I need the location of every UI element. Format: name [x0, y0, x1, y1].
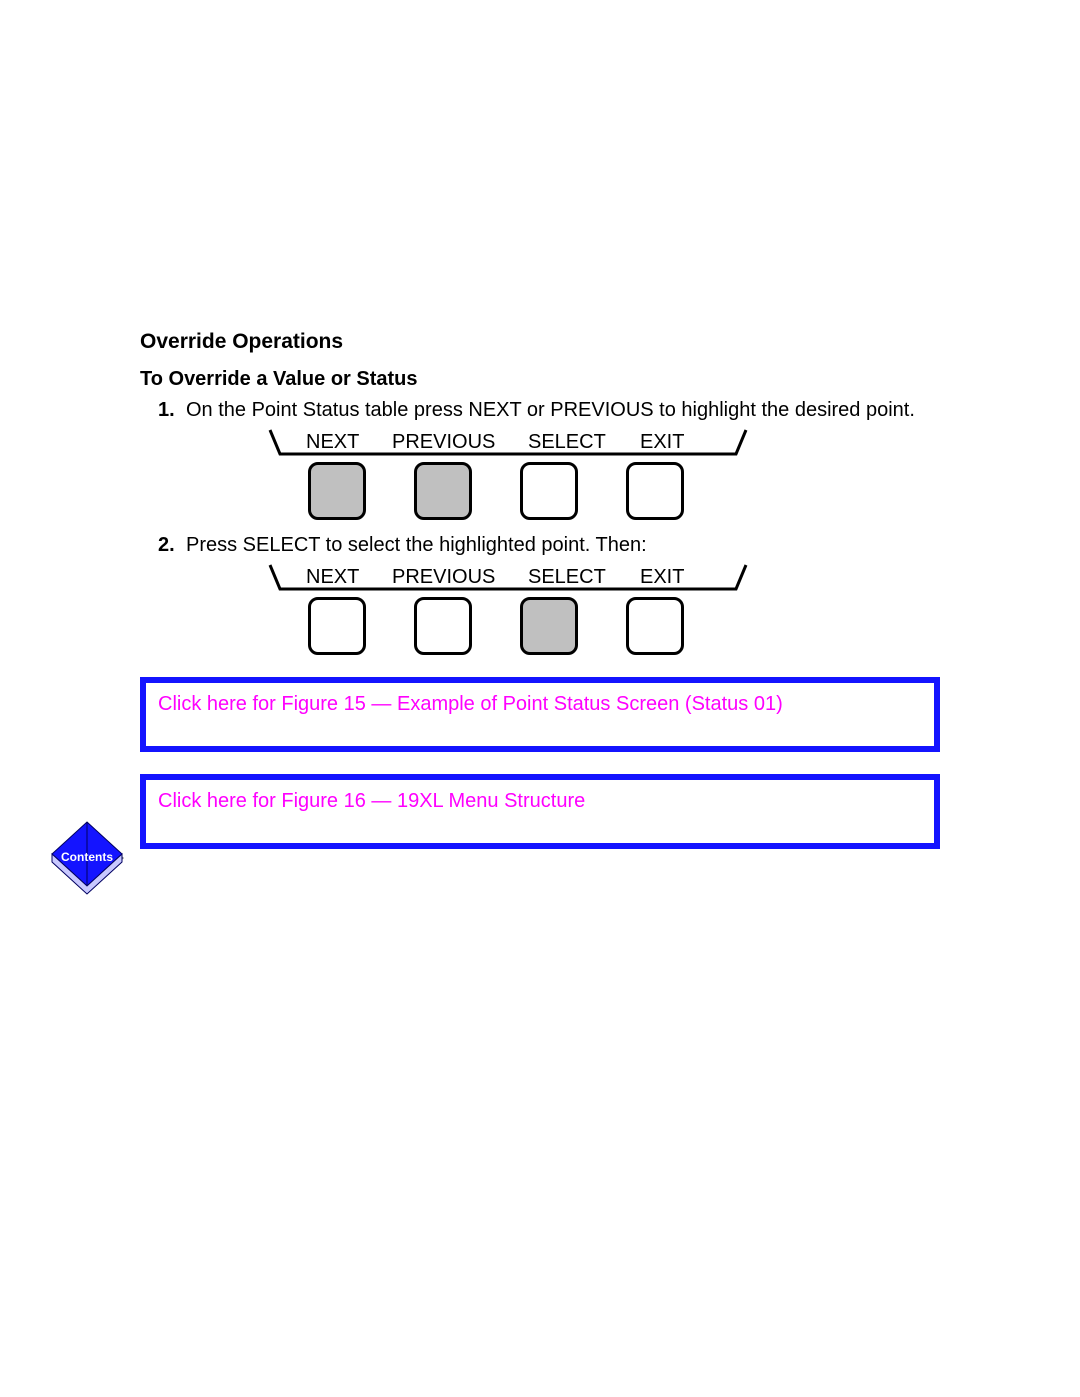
panel-2-label-exit: EXIT [640, 566, 684, 588]
panel-2-button-select [520, 597, 578, 655]
panel-1-button-exit [626, 462, 684, 520]
figure-16-link-box[interactable]: Click here for Figure 16 — 19XL Menu Str… [140, 774, 940, 849]
contents-badge-label: Contents [61, 850, 113, 864]
button-panel-2: NEXT PREVIOUS SELECT EXIT [260, 563, 940, 655]
panel-1-label-select: SELECT [528, 431, 606, 453]
figure-15-link-text: Click here for Figure 15 — Example of Po… [158, 693, 783, 715]
panel-2-button-previous [414, 597, 472, 655]
panel-1-button-next [308, 462, 366, 520]
panel-1-label-previous: PREVIOUS [392, 431, 495, 453]
button-panel-1: NEXT PREVIOUS SELECT EXIT [260, 428, 940, 520]
step-2-text: Press SELECT to select the highlighted p… [186, 534, 647, 557]
contents-badge[interactable]: Contents [44, 818, 130, 904]
page-subheading: To Override a Value or Status [140, 368, 940, 391]
book-icon: Contents [44, 818, 130, 904]
step-2: 2. Press SELECT to select the highlighte… [158, 534, 940, 557]
panel-1-button-select [520, 462, 578, 520]
step-2-number: 2. [158, 534, 180, 557]
panel-2-button-exit [626, 597, 684, 655]
panel-1-button-previous [414, 462, 472, 520]
step-1-number: 1. [158, 399, 180, 422]
step-1: 1. On the Point Status table press NEXT … [158, 399, 940, 422]
panel-2-label-previous: PREVIOUS [392, 566, 495, 588]
figure-16-link-text: Click here for Figure 16 — 19XL Menu Str… [158, 790, 585, 812]
step-1-text: On the Point Status table press NEXT or … [186, 399, 915, 422]
panel-1-labels: NEXT PREVIOUS SELECT EXIT [260, 428, 940, 458]
document-content: Override Operations To Override a Value … [140, 330, 940, 849]
panel-2-button-next [308, 597, 366, 655]
panel-1-label-exit: EXIT [640, 431, 684, 453]
panel-1-buttons [308, 462, 940, 520]
panel-2-labels: NEXT PREVIOUS SELECT EXIT [260, 563, 940, 593]
panel-2-label-next: NEXT [306, 566, 359, 588]
panel-1-label-next: NEXT [306, 431, 359, 453]
figure-15-link-box[interactable]: Click here for Figure 15 — Example of Po… [140, 677, 940, 752]
page-heading: Override Operations [140, 330, 940, 354]
panel-2-buttons [308, 597, 940, 655]
panel-2-label-select: SELECT [528, 566, 606, 588]
